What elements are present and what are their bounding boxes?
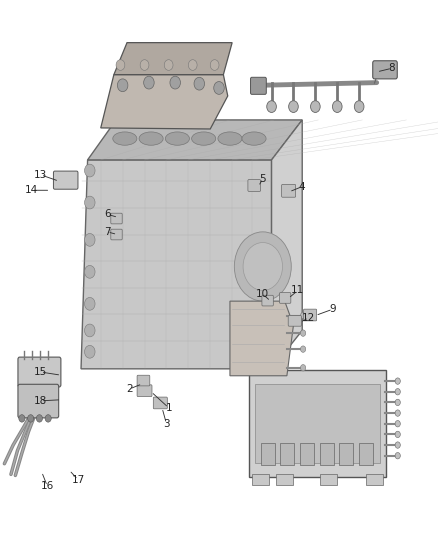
Circle shape <box>395 453 400 459</box>
Bar <box>366 474 383 485</box>
Circle shape <box>300 365 306 371</box>
Text: 16: 16 <box>41 481 54 491</box>
FancyBboxPatch shape <box>279 293 291 303</box>
Circle shape <box>332 101 342 112</box>
Polygon shape <box>272 120 302 369</box>
Text: 12: 12 <box>302 313 315 322</box>
FancyBboxPatch shape <box>373 61 397 79</box>
Bar <box>252 474 269 485</box>
Circle shape <box>36 415 42 422</box>
Circle shape <box>116 60 125 70</box>
Polygon shape <box>81 160 272 369</box>
Ellipse shape <box>192 132 215 146</box>
Circle shape <box>395 389 400 395</box>
Ellipse shape <box>218 132 242 146</box>
FancyBboxPatch shape <box>255 384 380 463</box>
Text: 6: 6 <box>104 209 111 219</box>
Bar <box>261 443 275 465</box>
Text: 11: 11 <box>291 286 304 295</box>
FancyBboxPatch shape <box>111 213 122 224</box>
Ellipse shape <box>139 132 163 146</box>
Bar <box>320 443 334 465</box>
Circle shape <box>188 60 197 70</box>
Text: 13: 13 <box>34 170 47 180</box>
Circle shape <box>234 232 291 301</box>
Ellipse shape <box>242 132 266 146</box>
Circle shape <box>395 410 400 416</box>
Text: 15: 15 <box>34 367 47 377</box>
Ellipse shape <box>113 132 137 146</box>
Text: 18: 18 <box>34 396 47 406</box>
Text: 1: 1 <box>165 403 172 413</box>
Circle shape <box>354 101 364 112</box>
Circle shape <box>243 243 283 290</box>
FancyBboxPatch shape <box>249 370 386 477</box>
Circle shape <box>85 164 95 177</box>
Circle shape <box>395 431 400 438</box>
Text: 17: 17 <box>71 475 85 484</box>
FancyBboxPatch shape <box>18 384 59 418</box>
Circle shape <box>85 265 95 278</box>
Circle shape <box>300 312 306 319</box>
Circle shape <box>395 442 400 448</box>
Bar <box>280 443 294 465</box>
Circle shape <box>395 399 400 406</box>
FancyBboxPatch shape <box>304 309 317 321</box>
Polygon shape <box>88 120 302 160</box>
Circle shape <box>117 79 128 92</box>
Circle shape <box>289 101 298 112</box>
Polygon shape <box>230 301 293 376</box>
Circle shape <box>300 346 306 352</box>
Circle shape <box>45 415 51 422</box>
Circle shape <box>19 415 25 422</box>
Text: 5: 5 <box>259 174 266 183</box>
FancyBboxPatch shape <box>111 229 122 240</box>
FancyBboxPatch shape <box>262 295 273 306</box>
Circle shape <box>85 324 95 337</box>
FancyBboxPatch shape <box>53 171 78 189</box>
Circle shape <box>267 101 276 112</box>
Circle shape <box>85 196 95 209</box>
Circle shape <box>194 77 205 90</box>
FancyBboxPatch shape <box>282 184 296 197</box>
Circle shape <box>85 297 95 310</box>
FancyBboxPatch shape <box>251 77 266 94</box>
FancyBboxPatch shape <box>248 180 261 191</box>
Bar <box>339 443 353 465</box>
FancyBboxPatch shape <box>137 385 152 397</box>
Bar <box>320 474 337 485</box>
FancyBboxPatch shape <box>18 357 61 387</box>
Polygon shape <box>114 43 232 75</box>
Circle shape <box>140 60 149 70</box>
Text: 9: 9 <box>329 304 336 314</box>
Polygon shape <box>101 75 228 129</box>
Circle shape <box>85 345 95 358</box>
Text: 8: 8 <box>389 63 396 73</box>
Ellipse shape <box>166 132 189 146</box>
Text: 3: 3 <box>163 419 170 429</box>
Circle shape <box>311 101 320 112</box>
Circle shape <box>28 415 34 422</box>
Circle shape <box>210 60 219 70</box>
Circle shape <box>164 60 173 70</box>
Text: 4: 4 <box>299 182 306 191</box>
FancyBboxPatch shape <box>153 397 167 409</box>
Bar <box>359 443 373 465</box>
FancyBboxPatch shape <box>288 316 301 326</box>
Text: 2: 2 <box>126 384 133 394</box>
Circle shape <box>395 421 400 427</box>
Circle shape <box>170 76 180 89</box>
Circle shape <box>395 378 400 384</box>
Circle shape <box>85 233 95 246</box>
Circle shape <box>144 76 154 89</box>
Text: 10: 10 <box>256 289 269 299</box>
Bar <box>276 474 293 485</box>
Circle shape <box>300 330 306 336</box>
Circle shape <box>214 82 224 94</box>
Bar <box>300 443 314 465</box>
Text: 7: 7 <box>104 227 111 237</box>
Text: 14: 14 <box>25 185 38 195</box>
FancyBboxPatch shape <box>137 375 150 386</box>
